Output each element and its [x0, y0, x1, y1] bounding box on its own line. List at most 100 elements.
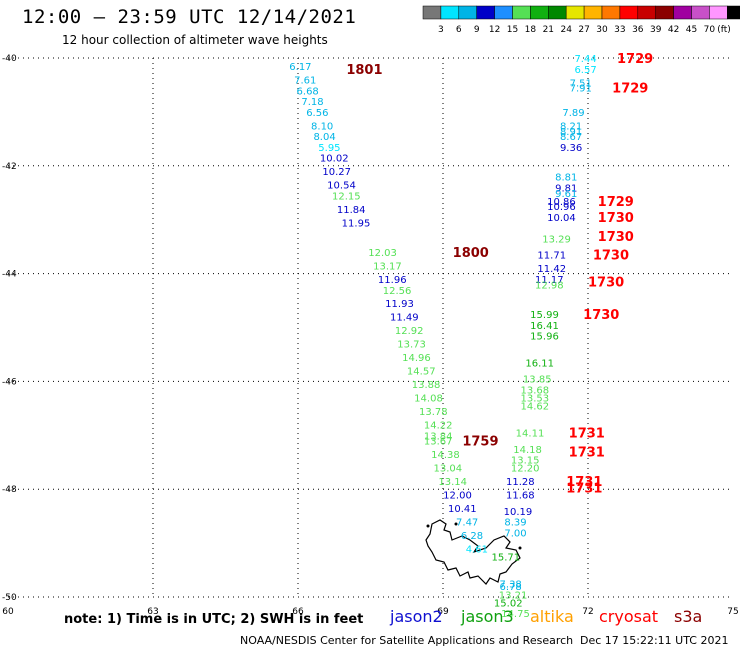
legend-label: 24 — [560, 25, 572, 35]
swh-value-label: 13.15 — [511, 456, 540, 467]
swh-value-label: 8.81 — [555, 173, 577, 184]
swh-value-label: 11.68 — [506, 491, 535, 502]
pass-time-label: 1730 — [598, 211, 634, 226]
swh-value-label: 10.96 — [547, 202, 576, 213]
swh-value-label: 11.84 — [337, 205, 366, 216]
pass-time-label: 1730 — [583, 308, 619, 323]
swh-value-label: 5.95 — [318, 143, 340, 154]
swh-value-label: 11.96 — [378, 275, 407, 286]
legend-unit: (ft) — [717, 25, 731, 35]
swh-value-label: 11.17 — [535, 275, 564, 286]
swh-value-label: 8.04 — [313, 132, 335, 143]
legend-label: 39 — [650, 25, 662, 35]
swh-value-label: 14.08 — [414, 394, 443, 405]
swh-value-label: 6.68 — [297, 86, 319, 97]
swh-value-label: 11.95 — [342, 218, 371, 229]
legend-label: 12 — [489, 25, 500, 35]
swh-value-label: 6.78 — [500, 582, 522, 593]
swh-value-label: 13.78 — [419, 407, 448, 418]
legend-label: 9 — [474, 25, 480, 35]
swh-value-label: 14.96 — [402, 353, 431, 364]
x-tick-label: 69 — [437, 607, 449, 617]
swh-value-label: 13.88 — [412, 380, 441, 391]
swh-value-label: 10.19 — [504, 507, 533, 518]
legend-label: 30 — [596, 25, 608, 35]
pass-time-label: 1729 — [612, 82, 648, 97]
legend-label: 15 — [507, 25, 518, 35]
swh-value-label: 12.15 — [332, 191, 361, 202]
swh-value-label: 14.22 — [424, 421, 453, 432]
pass-time-label: 1731 — [569, 445, 605, 460]
credit-text: NOAA/NESDIS Center for Satellite Applica… — [240, 634, 574, 647]
swh-value-label: 10.02 — [320, 154, 349, 165]
legend-label: 45 — [686, 25, 697, 35]
swh-value-label: 16.11 — [525, 359, 554, 370]
swh-value-label: 9.61 — [555, 189, 577, 200]
swh-value-label: 13.04 — [434, 464, 463, 475]
x-tick-label: 72 — [582, 607, 593, 617]
swh-value-label: 7.44 — [574, 54, 596, 65]
pass-time-label: 1731 — [566, 475, 602, 490]
pass-time-label: 1801 — [346, 63, 382, 78]
swh-value-label: 11.28 — [506, 477, 535, 488]
legend-label: 3 — [438, 25, 444, 35]
swh-value-label: 13.67 — [424, 437, 453, 448]
swh-value-label: 13.85 — [523, 375, 552, 386]
x-tick-label: 75 — [727, 607, 738, 617]
swh-value-label: 12.56 — [383, 286, 412, 297]
legend-label: 21 — [543, 25, 554, 35]
swh-value-label: 15.02 — [494, 598, 523, 609]
swh-value-label: 8.21 — [560, 121, 582, 132]
y-tick-label: -50 — [2, 593, 17, 603]
legend-swatch — [727, 5, 740, 20]
swh-value-label: 14.62 — [521, 402, 550, 413]
y-tick-label: -40 — [2, 54, 17, 64]
swh-value-label: 8.91 — [560, 127, 582, 138]
swh-value-label: 7.89 — [562, 108, 584, 119]
swh-value-label: 11.93 — [385, 299, 414, 310]
pass-time-label: 1731 — [569, 427, 605, 442]
y-tick-label: -46 — [2, 377, 17, 387]
figure-subtitle: 12 hour collection of altimeter wave hei… — [62, 33, 328, 47]
swh-value-label: 13.17 — [373, 262, 402, 273]
swh-value-label: 10.54 — [327, 181, 356, 192]
swh-value-label: 10.27 — [322, 167, 351, 178]
legend-jason3: jason3 — [461, 607, 514, 626]
swh-value-label: 13.14 — [438, 477, 467, 488]
swh-value-label: 13.21 — [499, 590, 528, 601]
y-tick-label: -42 — [2, 162, 17, 172]
pass-time-label: 1730 — [593, 249, 629, 264]
swh-value-label: 14.75 — [501, 609, 530, 620]
swh-value-label: 9.36 — [560, 143, 582, 154]
x-tick-label: 60 — [2, 607, 14, 617]
swh-value-label: 12.03 — [368, 248, 397, 259]
swh-value-label: 13.73 — [397, 340, 426, 351]
legend-s3a: s3a — [674, 607, 703, 626]
swh-value-label: 16.41 — [530, 321, 559, 332]
swh-value-label: 12.00 — [443, 491, 472, 502]
swh-value-label: 15.71 — [492, 553, 521, 564]
swh-value-label: 15.99 — [530, 310, 559, 321]
swh-value-label: 14.38 — [431, 450, 460, 461]
swh-value-label: 14.18 — [513, 445, 542, 456]
swh-value-label: 6.57 — [574, 65, 596, 76]
swh-value-label: 13.84 — [424, 431, 453, 442]
swh-value-label: 12.98 — [535, 280, 564, 291]
pass-time-label: 1731 — [566, 482, 602, 497]
swh-value-label: 12.92 — [395, 326, 424, 337]
legend-label: 18 — [525, 25, 537, 35]
islet — [454, 522, 458, 526]
swh-value-label: 7.47 — [456, 518, 478, 529]
legend-label: 70 — [704, 25, 716, 35]
color-legend: 3 6 9 12 15 18 21 24 27 30 33 36 39 42 45 70 (ft) — [422, 5, 740, 35]
timestamp-text: Dec 17 15:22:11 UTC 2021 — [580, 634, 729, 647]
legend-label: 6 — [456, 25, 462, 35]
swh-value-label: 7.91 — [570, 84, 592, 95]
swh-value-label: 6.17 — [289, 62, 311, 73]
swh-value-label: 8.39 — [504, 518, 526, 529]
y-tick-label: -44 — [2, 270, 17, 280]
swh-value-label: 8.67 — [560, 132, 582, 143]
legend-jason2: jason2 — [390, 607, 443, 626]
